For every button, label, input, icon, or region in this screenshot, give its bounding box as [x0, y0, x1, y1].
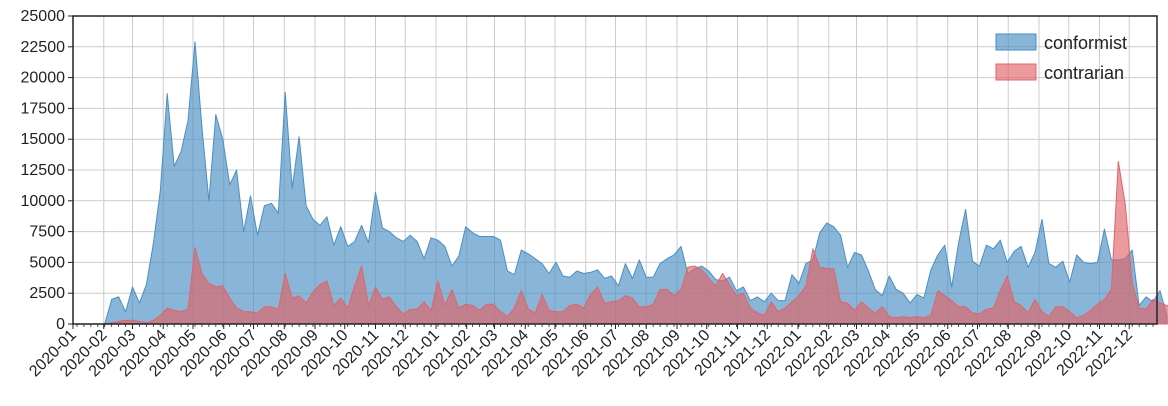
- y-tick-label: 22500: [21, 39, 66, 56]
- area-conformist: [76, 41, 1168, 325]
- y-tick-label: 7500: [29, 224, 65, 241]
- y-tick-label: 25000: [21, 8, 66, 25]
- y-tick-label: 10000: [21, 193, 66, 210]
- y-tick-label: 0: [56, 316, 65, 333]
- legend-label-contrarian: contrarian: [1044, 63, 1124, 83]
- x-axis: 2020-012020-022020-032020-042020-052020-…: [26, 324, 1154, 380]
- area-contrarian: [76, 160, 1168, 325]
- legend-swatch-contrarian: [995, 63, 1037, 81]
- y-axis: 0 2500 5000 7500 10000 12500 15000 17500 20000 22…: [21, 8, 73, 333]
- y-tick-label: 12500: [21, 162, 66, 179]
- y-tick-label: 2500: [29, 285, 65, 302]
- legend: conformist contrarian: [995, 33, 1127, 83]
- y-tick-label: 17500: [21, 100, 66, 117]
- legend-swatch-conformist: [995, 33, 1037, 51]
- legend-label-conformist: conformist: [1044, 33, 1127, 53]
- series-areas: [76, 41, 1168, 325]
- y-tick-label: 5000: [29, 254, 65, 271]
- y-tick-label: 20000: [21, 70, 66, 87]
- y-tick-label: 15000: [21, 131, 66, 148]
